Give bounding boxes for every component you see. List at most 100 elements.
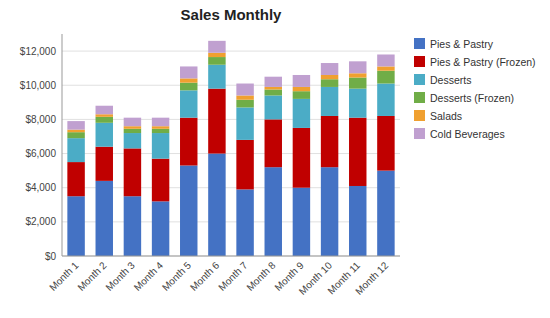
bar-segment	[349, 89, 366, 118]
grid-line	[62, 256, 400, 257]
bar-segment	[377, 66, 394, 70]
title: Sales Monthly	[181, 6, 283, 23]
bar-segment	[124, 133, 141, 148]
bar-segment	[152, 201, 169, 256]
bar-segment	[124, 126, 141, 129]
bar-segment	[67, 162, 84, 196]
bar-segment	[208, 65, 225, 89]
bar-segment	[180, 90, 197, 117]
legend-swatch	[414, 92, 425, 103]
chart: Sales Monthly $0 $2,000 $4,000 $6,000 $8,000 $…	[0, 0, 550, 318]
bars	[67, 41, 394, 256]
bar-segment	[265, 167, 282, 256]
grid	[62, 51, 400, 256]
bar-segment	[67, 121, 84, 130]
bar-segment	[96, 147, 113, 181]
bar-segment	[321, 116, 338, 167]
bar-segment	[180, 78, 197, 82]
bar-segment	[152, 159, 169, 202]
bar-segment	[236, 84, 253, 96]
bar-segment	[349, 61, 366, 73]
bar-segment	[208, 89, 225, 154]
bar-segment	[236, 189, 253, 256]
legend-label: Desserts (Frozen)	[430, 92, 514, 104]
bar-segment	[67, 138, 84, 162]
bar-segment	[236, 95, 253, 99]
bar-segment	[321, 79, 338, 87]
bar-segment	[152, 126, 169, 129]
legend-swatch	[414, 110, 425, 121]
bar-segment	[208, 41, 225, 53]
bar-segment	[321, 63, 338, 75]
bar-segment	[96, 117, 113, 123]
bar-segment	[293, 87, 310, 91]
bar-segment	[377, 116, 394, 171]
bar-segment	[293, 75, 310, 87]
bar-segment	[96, 181, 113, 256]
bar-segment	[180, 66, 197, 78]
x-tick-label: Month 5	[160, 259, 194, 293]
bar-segment	[349, 118, 366, 186]
bar-segment	[293, 91, 310, 99]
bar-segment	[180, 118, 197, 166]
bar-segment	[377, 84, 394, 116]
bar-segment	[67, 196, 84, 256]
y-tick-label: $12,000	[20, 46, 57, 57]
legend-label: Salads	[430, 110, 462, 122]
y-axis-line	[62, 34, 63, 256]
bar-segment	[208, 53, 225, 57]
x-tick-label: Month 6	[188, 259, 222, 293]
x-tick-label: Month 8	[244, 259, 278, 293]
bar-segment	[152, 133, 169, 159]
bar-segment	[124, 196, 141, 256]
y-tick-label: $0	[45, 251, 57, 262]
bar-segment	[321, 87, 338, 116]
bar-segment	[96, 106, 113, 115]
legend-swatch	[414, 38, 425, 49]
bar-segment	[377, 71, 394, 84]
bar-segment	[321, 167, 338, 256]
bar-segment	[265, 95, 282, 119]
bar-segment	[377, 54, 394, 66]
bar-segment	[265, 87, 282, 90]
y-tick-label: $8,000	[25, 114, 56, 125]
bar-segment	[124, 148, 141, 196]
bar-segment	[265, 119, 282, 167]
bar-segment	[293, 188, 310, 256]
bar-segment	[67, 132, 84, 138]
bar-segment	[152, 129, 169, 133]
y-tick-label: $6,000	[25, 148, 56, 159]
legend-label: Pies & Pastry (Frozen)	[430, 56, 536, 68]
bar-segment	[124, 118, 141, 127]
x-tick-label: Month 2	[75, 259, 109, 293]
y-tick-label: $2,000	[25, 216, 56, 227]
bar-segment	[208, 154, 225, 256]
bar-segment	[293, 99, 310, 128]
x-axis-line	[62, 256, 400, 257]
legend-swatch	[414, 74, 425, 85]
y-tick-label: $4,000	[25, 182, 56, 193]
bar-segment	[208, 57, 225, 65]
bar-segment	[152, 118, 169, 127]
grid-line	[62, 51, 400, 52]
bar-segment	[236, 107, 253, 139]
bar-segment	[124, 129, 141, 133]
bar-segment	[236, 100, 253, 108]
bar-segment	[349, 186, 366, 256]
bar-segment	[96, 123, 113, 147]
bar-segment	[321, 75, 338, 79]
legend-swatch	[414, 56, 425, 67]
x-tick-label: Month 7	[216, 259, 250, 293]
bar-segment	[349, 73, 366, 77]
x-tick-label: Month 12	[353, 259, 391, 297]
bar-segment	[96, 114, 113, 117]
x-tick-label: Month 4	[132, 259, 166, 293]
legend-label: Cold Beverages	[430, 128, 505, 140]
legend-swatch	[414, 128, 425, 139]
bar-segment	[265, 90, 282, 96]
x-tick-label: Month 1	[47, 259, 81, 293]
y-tick-label: $10,000	[20, 80, 57, 91]
bar-segment	[67, 130, 84, 133]
bar-segment	[349, 78, 366, 89]
legend-label: Desserts	[430, 74, 471, 86]
